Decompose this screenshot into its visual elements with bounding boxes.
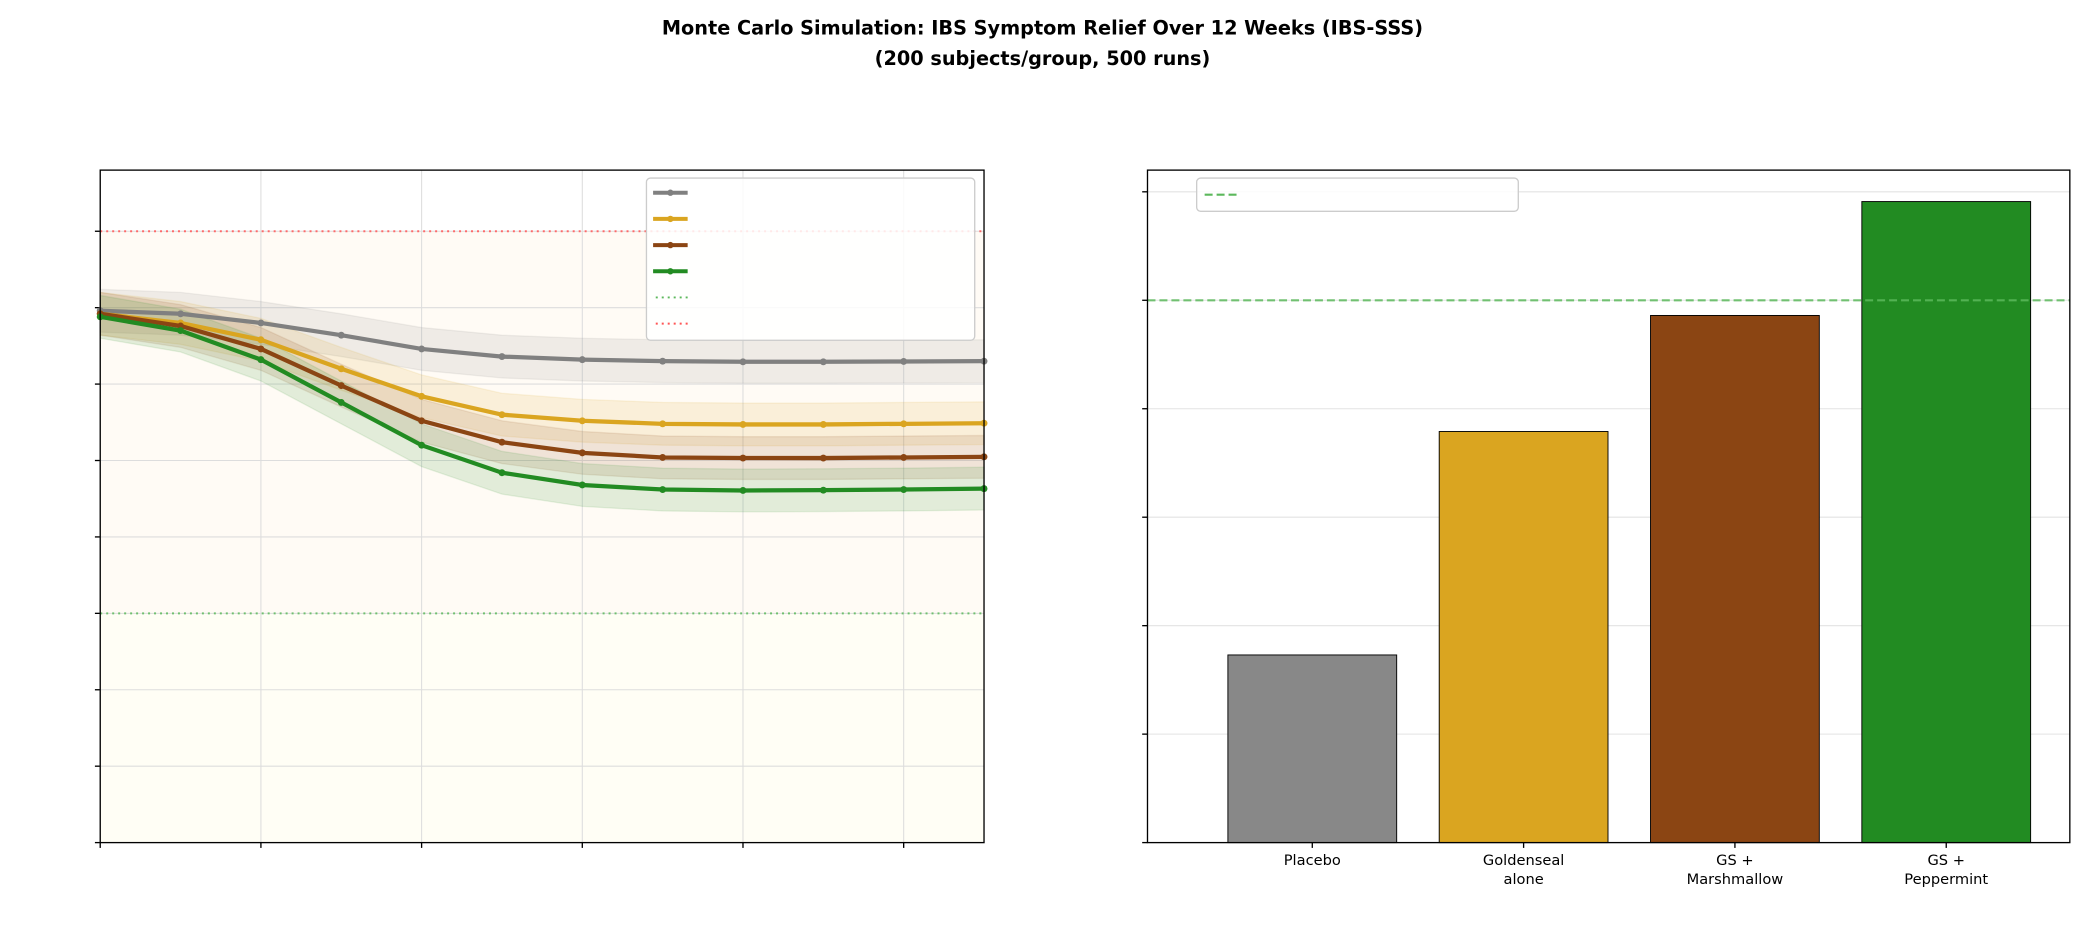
data-point <box>337 331 345 339</box>
legend-marker <box>667 268 674 275</box>
data-point <box>819 486 827 494</box>
bar <box>1438 431 1609 844</box>
data-point <box>257 336 265 344</box>
reduction-bar-chart: Placebo Goldenseal alone GS + Marshmallow GS … <box>1142 169 2071 888</box>
data-point <box>177 310 185 318</box>
data-point <box>578 417 586 425</box>
legend-box <box>1196 177 1519 212</box>
suptitle-line2: (200 subjects/group, 500 runs) <box>875 47 1211 70</box>
data-point <box>337 398 345 406</box>
x-tick-label: Peppermint <box>1904 871 1988 888</box>
data-point <box>819 358 827 366</box>
legend-box <box>645 177 976 341</box>
data-point <box>900 420 908 428</box>
mild-zone-fill <box>100 613 985 843</box>
bar <box>1650 314 1820 844</box>
bar <box>1861 201 2032 844</box>
data-point <box>578 356 586 364</box>
legend-marker <box>667 215 674 223</box>
data-point <box>739 358 747 366</box>
data-point <box>337 382 345 390</box>
data-point <box>659 486 667 494</box>
data-point <box>337 365 345 373</box>
data-point <box>418 417 426 425</box>
data-point <box>257 345 265 353</box>
data-point <box>578 449 586 457</box>
legend-marker <box>667 241 674 249</box>
data-point <box>177 327 185 335</box>
x-tick-label: Goldenseal <box>1483 852 1564 869</box>
data-point <box>498 353 506 361</box>
data-point <box>257 356 265 364</box>
data-point <box>418 345 426 353</box>
series-line <box>99 311 985 427</box>
data-point <box>739 487 747 494</box>
series-line <box>99 314 985 493</box>
data-point <box>659 357 667 365</box>
data-point <box>498 438 506 446</box>
data-point <box>819 454 827 462</box>
axes-frame <box>99 169 985 844</box>
series-line <box>99 311 985 461</box>
data-point <box>659 453 667 461</box>
suptitle-line1: Monte Carlo Simulation: IBS Symptom Reli… <box>662 17 1423 40</box>
data-point <box>578 481 586 489</box>
x-tick-label: Placebo <box>1284 852 1341 869</box>
x-tick-label: GS + <box>1927 852 1964 869</box>
x-tick-label: alone <box>1504 871 1544 888</box>
data-point <box>418 441 426 449</box>
data-point <box>739 420 747 428</box>
data-point <box>659 420 667 428</box>
data-point <box>900 486 908 494</box>
series-line <box>100 308 985 364</box>
data-point <box>819 420 827 428</box>
data-point <box>257 319 265 327</box>
x-tick-label: GS + <box>1716 852 1753 869</box>
data-point <box>418 392 426 400</box>
legend-marker <box>667 189 674 196</box>
bar <box>1227 654 1398 844</box>
data-point <box>498 411 506 419</box>
data-point <box>900 453 908 461</box>
x-tick-label: Marshmallow <box>1687 871 1784 888</box>
data-point <box>900 358 908 365</box>
trajectory-chart <box>94 169 988 848</box>
data-point <box>739 454 747 462</box>
data-point <box>498 469 506 477</box>
axes-frame <box>1146 169 2071 844</box>
